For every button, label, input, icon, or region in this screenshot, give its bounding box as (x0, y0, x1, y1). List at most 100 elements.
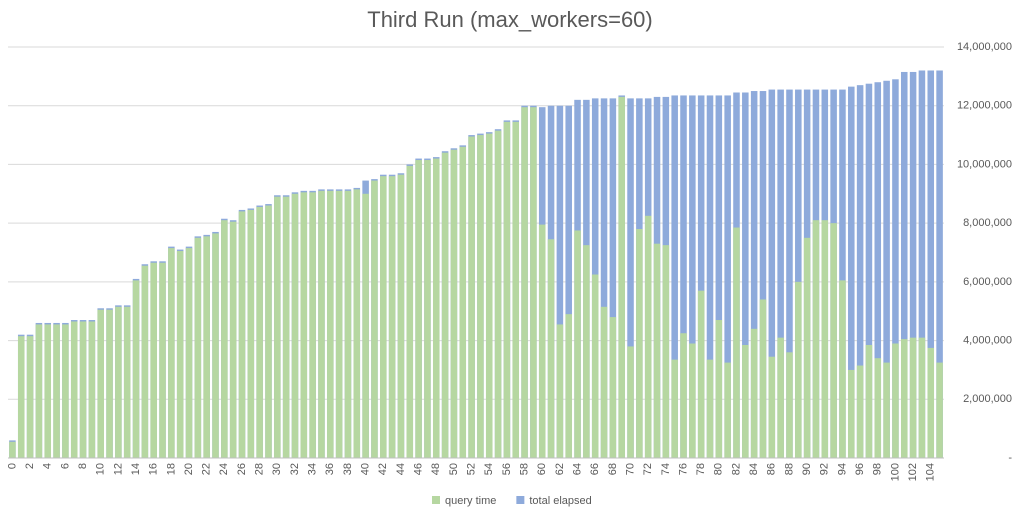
bar (856, 85, 864, 459)
bar (106, 309, 113, 458)
bar (768, 356, 776, 458)
x-tick-label: 12 (112, 463, 124, 475)
x-tick-label: 26 (236, 463, 248, 475)
bar (574, 230, 581, 458)
bar (388, 176, 396, 458)
bar (547, 239, 555, 458)
x-tick-label: 84 (748, 463, 760, 475)
bar (874, 82, 882, 458)
bar (327, 190, 334, 458)
bar (795, 89, 802, 458)
x-tick-label: 74 (660, 463, 672, 475)
bar (344, 190, 352, 458)
x-tick-label: 98 (872, 463, 884, 475)
bar (247, 209, 255, 458)
bar (742, 344, 749, 458)
bar (79, 321, 87, 458)
bar (653, 243, 661, 458)
x-tick-label: 94 (836, 463, 848, 475)
x-tick-label: 44 (395, 463, 407, 475)
bar (70, 321, 78, 458)
bar (909, 71, 917, 458)
bar (335, 190, 343, 458)
bar (503, 121, 511, 458)
x-tick-label: 64 (571, 463, 583, 475)
bar (530, 107, 537, 459)
bar (927, 347, 935, 458)
x-tick-label: 20 (183, 463, 195, 475)
x-tick-label: 62 (554, 463, 566, 475)
bar (733, 227, 740, 458)
bar (839, 89, 846, 458)
bar (865, 83, 873, 459)
x-tick-label: 68 (607, 463, 619, 475)
bar (415, 160, 422, 458)
x-tick-label: 8 (77, 463, 89, 469)
bar (35, 324, 43, 458)
y-tick-label: 6,000,000 (963, 276, 1012, 288)
x-tick-label: 78 (695, 463, 707, 475)
x-tick-label: 70 (624, 463, 636, 475)
bar (115, 306, 122, 458)
x-tick-label: 100 (889, 463, 901, 481)
x-tick-label: 82 (730, 463, 742, 475)
x-tick-label: 72 (642, 463, 654, 475)
bar (88, 321, 96, 458)
bar (936, 362, 943, 458)
bar (918, 337, 926, 458)
legend-swatch (432, 496, 440, 504)
bar (883, 80, 890, 458)
x-tick-label: 56 (501, 463, 513, 475)
bar (786, 352, 793, 458)
bar (609, 317, 617, 458)
x-tick-label: 52 (465, 463, 477, 475)
bar (803, 237, 811, 458)
bar (300, 192, 308, 458)
y-tick-label: 4,000,000 (963, 334, 1012, 346)
bar (848, 369, 855, 458)
bar (459, 146, 467, 459)
bar (406, 165, 414, 458)
bar (17, 336, 25, 458)
bar (556, 105, 564, 458)
bar (662, 245, 670, 458)
x-tick-label: 48 (430, 463, 442, 475)
x-tick-label: 66 (589, 463, 601, 475)
bar (600, 306, 608, 458)
bar (371, 180, 378, 458)
bar (839, 280, 846, 458)
bar (750, 328, 758, 458)
x-tick-label: 6 (59, 463, 71, 469)
bar (618, 96, 625, 459)
bar (485, 133, 493, 458)
x-tick-label: 86 (766, 463, 778, 475)
bar (865, 344, 873, 458)
x-tick-label: 4 (42, 463, 54, 469)
bar (883, 362, 890, 458)
bar (848, 86, 855, 458)
bar (768, 89, 776, 458)
x-tick-label: 80 (713, 463, 725, 475)
bar (450, 149, 458, 458)
bar (900, 339, 908, 458)
x-tick-label: 40 (360, 463, 372, 475)
bar (141, 265, 149, 458)
bar (759, 91, 767, 459)
bar (282, 196, 290, 458)
bar (724, 95, 731, 459)
bar (380, 176, 387, 458)
bar (724, 362, 731, 458)
bar (671, 95, 678, 459)
x-tick-label: 46 (413, 463, 425, 475)
bar (874, 358, 882, 458)
bar (627, 346, 634, 458)
x-tick-label: 102 (907, 463, 919, 481)
bar (706, 95, 714, 459)
bar (168, 248, 175, 458)
bar (185, 248, 193, 458)
bar (353, 189, 361, 458)
bar (212, 233, 219, 458)
x-tick-label: 0 (6, 463, 18, 469)
bar (221, 220, 228, 458)
bar (194, 237, 202, 458)
